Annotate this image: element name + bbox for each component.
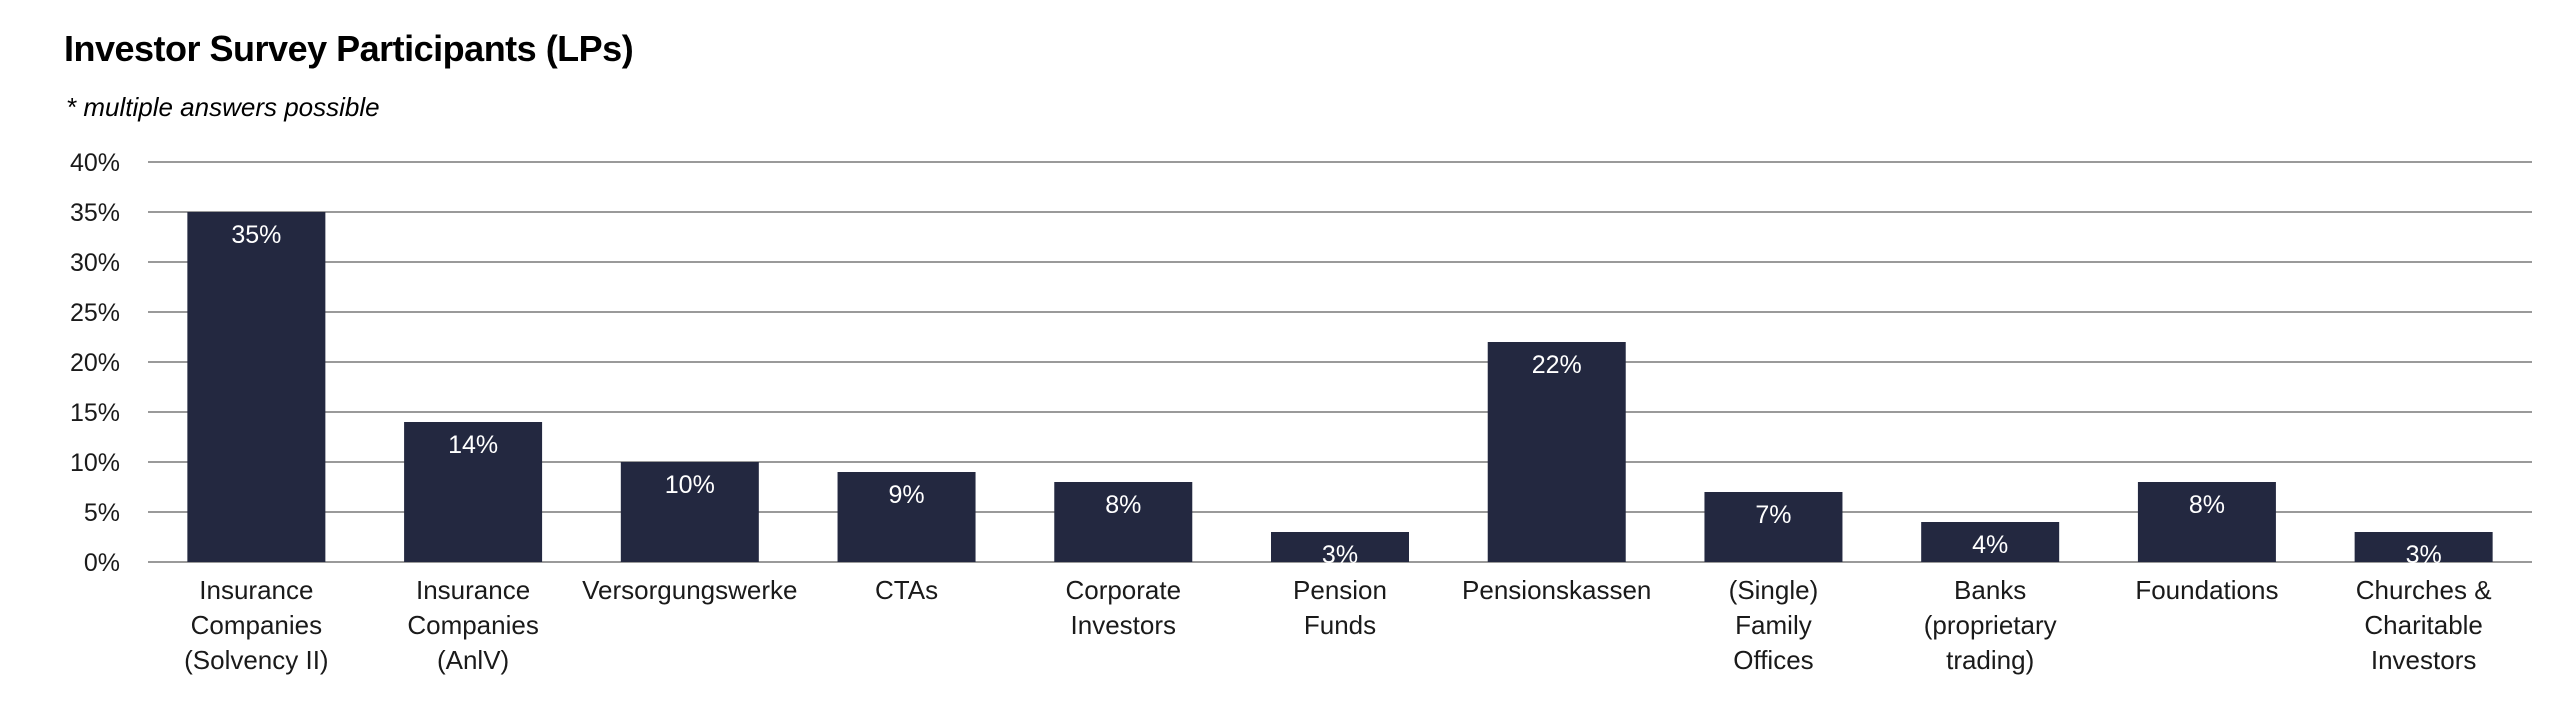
x-category-label: Investors [1071,610,1177,640]
bar-data-label: 3% [1322,541,1358,569]
bar [837,472,976,562]
x-category-label: Funds [1304,610,1376,640]
bar-data-label: 7% [1755,501,1791,529]
bar [187,212,326,562]
chart-title: Investor Survey Participants (LPs) [64,28,634,69]
y-tick-label: 35% [70,199,120,227]
x-category-label: Family [1735,610,1812,640]
y-tick-label: 5% [84,499,120,527]
x-category-label: Churches & [2356,575,2492,605]
x-category-label: (Solvency II) [184,645,329,675]
bar [1921,522,2060,562]
x-category-label: Offices [1733,645,1813,675]
bar [2354,532,2493,562]
x-category-label: Investors [2371,645,2477,675]
x-category-label: (proprietary [1924,610,2057,640]
x-category-label: Insurance [416,575,530,605]
chart-subtitle: * multiple answers possible [66,92,380,122]
x-category-label: Versorgungswerke [582,575,797,605]
x-category-label: trading) [1946,645,2034,675]
y-tick-label: 40% [70,149,120,177]
bar-data-label: 8% [2189,491,2225,519]
x-category-label: Pensionskassen [1462,575,1651,605]
bar [404,422,543,562]
labels: 0% 5% 10% 15% 20% 25% 30% 35% 40% 35% Insurance Com… [70,149,2492,675]
y-tick-label: 25% [70,299,120,327]
bars [187,212,2493,562]
x-category-label: Foundations [2135,575,2278,605]
x-category-label: CTAs [875,575,938,605]
bar-data-label: 35% [231,221,281,249]
bar-data-label: 9% [888,481,924,509]
bar-data-label: 10% [665,471,715,499]
bar [1704,492,1843,562]
y-tick-label: 10% [70,449,120,477]
bar-data-label: 14% [448,431,498,459]
bar [620,462,759,562]
x-category-label: Insurance [199,575,313,605]
bar-data-label: 8% [1105,491,1141,519]
bar-data-label: 4% [1972,531,2008,559]
x-category-label: Banks [1954,575,2026,605]
gridlines [148,161,2532,563]
bar [1487,342,1626,562]
y-tick-label: 15% [70,399,120,427]
bar-data-label: 3% [2406,541,2442,569]
bar [2137,482,2276,562]
y-tick-label: 20% [70,349,120,377]
x-category-label: (Single) [1729,575,1819,605]
bar [1054,482,1193,562]
x-category-label: Companies [407,610,539,640]
bar [1271,532,1409,562]
x-category-label: Companies [191,610,323,640]
x-category-label: Pension [1293,575,1387,605]
y-tick-label: 0% [84,549,120,577]
x-category-label: Charitable [2364,610,2483,640]
x-category-label: Corporate [1065,575,1181,605]
y-tick-label: 30% [70,249,120,277]
bar-data-label: 22% [1532,351,1582,379]
x-category-label: (AnlV) [437,645,509,675]
